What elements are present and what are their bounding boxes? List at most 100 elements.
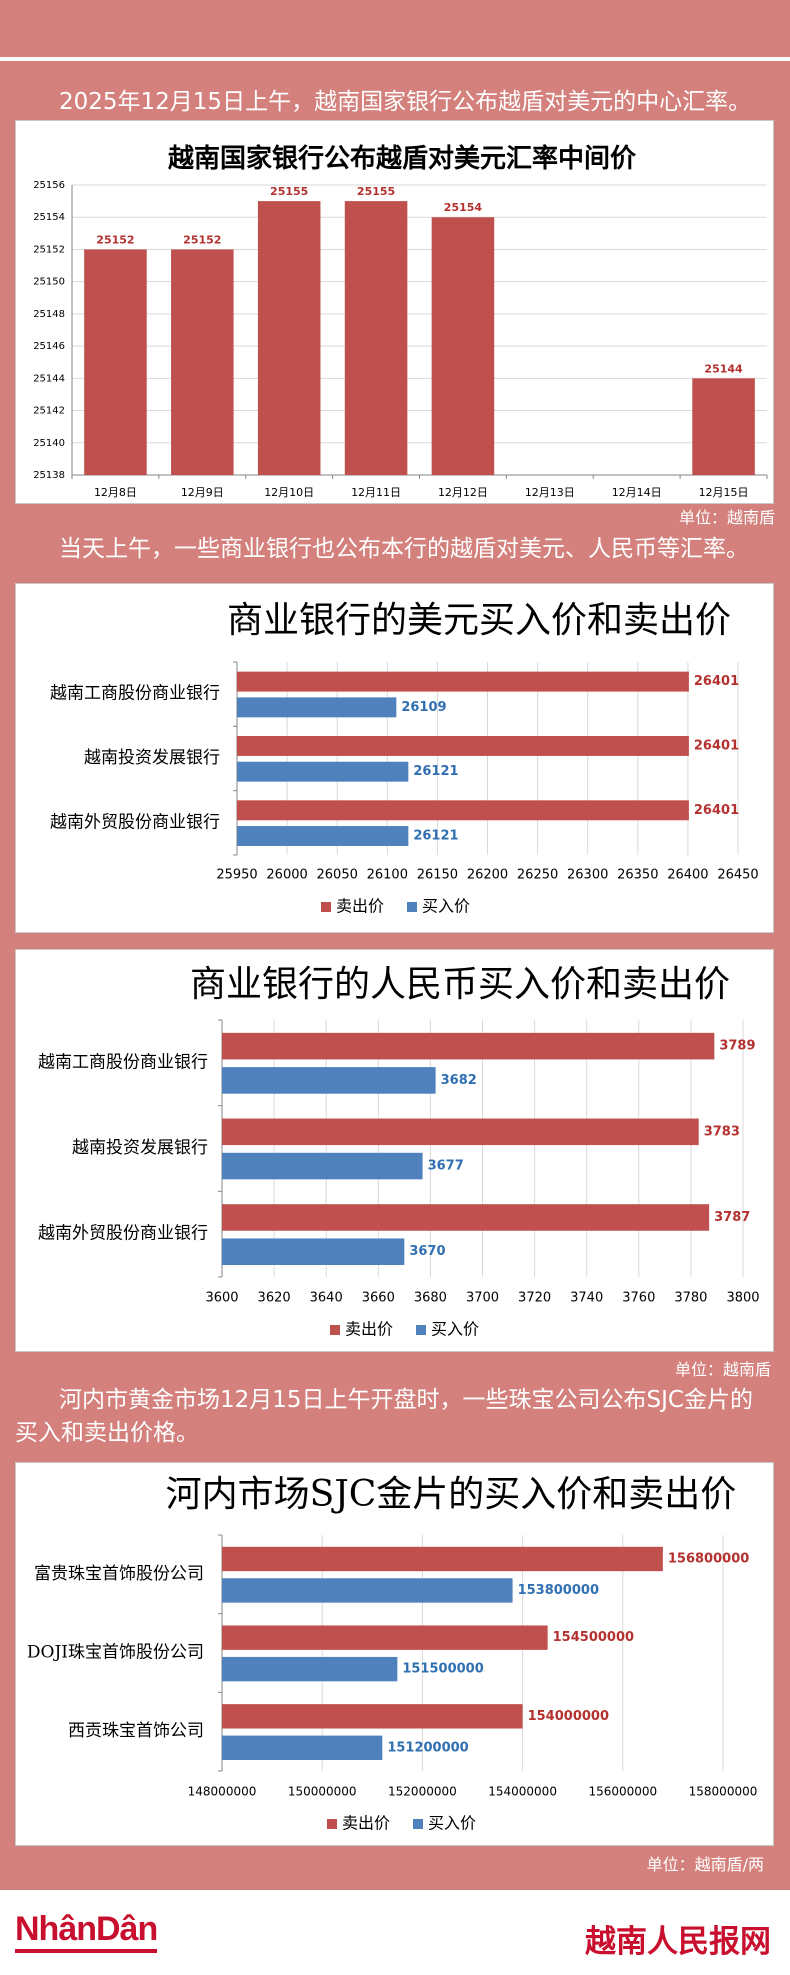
sell-price-bar (222, 1204, 710, 1231)
x-tick-label: 26400 (667, 868, 708, 883)
buy-price-value-label: 151500000 (402, 1662, 483, 1677)
x-tick-label: 3760 (622, 1291, 655, 1306)
buy-price-bar (222, 1578, 513, 1603)
y-tick-label: 25154 (33, 212, 65, 223)
chart-title: 越南国家银行公布越盾对美元汇率中间价 (168, 143, 637, 174)
legend-label-sell: 卖出价 (345, 1320, 393, 1339)
sell-price-value-label: 26401 (694, 803, 739, 818)
buy-price-bar (222, 1238, 405, 1266)
legend-swatch-sell (321, 902, 331, 912)
intro-paragraph-commercial-banks: 当天上午，一些商业银行也公布本行的越盾对美元、人民币等汇率。 (59, 536, 749, 562)
category-label: 越南工商股份商业银行 (50, 684, 220, 704)
buy-price-value-label: 151200000 (387, 1740, 468, 1755)
buy-price-bar (222, 1067, 436, 1094)
bar-value-label: 25152 (183, 233, 221, 246)
chart-central-rate-svg: 25138 25140 25142 25144 25146 25148 25150 25152… (33, 143, 768, 499)
bar (84, 249, 147, 475)
x-tick-label: 3700 (466, 1291, 499, 1306)
bar-value-label: 25155 (270, 185, 308, 198)
x-tick-label: 3600 (205, 1291, 238, 1306)
buy-price-value-label: 3682 (441, 1073, 477, 1088)
bar-value-label: 25152 (96, 233, 134, 246)
legend-swatch-sell (330, 1325, 340, 1335)
sell-price-bar (237, 671, 689, 692)
x-tick-label: 12月12日 (438, 486, 488, 499)
x-tick-label: 3780 (674, 1291, 707, 1306)
buy-price-value-label: 3677 (428, 1159, 464, 1174)
unit-label-central-rate: 单位：越南盾 (678, 508, 775, 527)
chart-sjc-gold-prices-svg: 148000000 150000000 152000000 154000000 1560… (27, 1474, 758, 1833)
category-label: 西贡珠宝首饰公司 (68, 1721, 204, 1741)
buy-price-value-label: 26121 (413, 764, 458, 779)
x-tick-label: 3620 (258, 1291, 291, 1306)
x-tick-label: 26450 (717, 868, 758, 883)
x-tick-label: 3740 (570, 1291, 603, 1306)
chart-cny-bank-rates: 3600 3620 3640 3660 3680 3700 3720 3740 3760 3780… (15, 949, 774, 1352)
x-tick-label: 158000000 (689, 1785, 758, 1799)
category-label: 富贵珠宝首饰股份公司 (34, 1564, 204, 1584)
sell-price-bar (222, 1546, 663, 1572)
chart-title: 商业银行的美元买入价和卖出价 (227, 600, 731, 641)
x-tick-label: 26050 (317, 868, 358, 883)
x-tick-label: 156000000 (588, 1785, 657, 1799)
y-tick-label: 25148 (33, 309, 65, 320)
buy-price-bar (237, 697, 397, 718)
top-divider (0, 57, 790, 61)
x-tick-label: 152000000 (388, 1785, 457, 1799)
category-label: 越南工商股份商业银行 (38, 1052, 208, 1072)
sell-price-bar (237, 800, 689, 821)
buy-price-bar (222, 1152, 423, 1180)
x-tick-label: 26200 (467, 868, 508, 883)
x-tick-label: 12月15日 (699, 486, 749, 499)
sell-price-bar (222, 1625, 548, 1650)
x-tick-label: 26300 (567, 868, 608, 883)
legend-label-buy: 买入价 (431, 1320, 479, 1339)
legend-label-sell: 卖出价 (336, 897, 384, 916)
sell-price-value-label: 26401 (694, 738, 739, 753)
sell-price-value-label: 3787 (714, 1210, 750, 1225)
buy-price-value-label: 153800000 (518, 1583, 599, 1598)
bar (257, 201, 321, 475)
sell-price-bar (222, 1704, 523, 1729)
sell-price-bar (222, 1118, 699, 1146)
category-label: 越南投资发展银行 (72, 1138, 208, 1158)
legend-swatch-buy (407, 902, 417, 912)
x-tick-label: 3720 (518, 1291, 551, 1306)
x-tick-label: 3660 (362, 1291, 395, 1306)
buy-price-bar (237, 761, 409, 782)
sell-price-value-label: 3789 (719, 1039, 755, 1054)
bar-value-label: 25154 (444, 201, 483, 214)
bar-value-label: 25144 (704, 362, 743, 375)
chart-cny-bank-rates-svg: 3600 3620 3640 3660 3680 3700 3720 3740 3760 3780… (38, 964, 760, 1339)
legend-label-sell: 卖出价 (342, 1814, 390, 1833)
nhandan-logo[interactable]: NhânDân (15, 1910, 158, 1953)
x-tick-label: 3800 (726, 1291, 759, 1306)
legend-swatch-buy (416, 1325, 426, 1335)
buy-price-bar (222, 1735, 383, 1760)
category-label: DOJI珠宝首饰股份公司 (27, 1643, 204, 1663)
x-tick-label: 26100 (367, 868, 408, 883)
legend-label-buy: 买入价 (428, 1814, 476, 1833)
bar (431, 217, 495, 475)
unit-label-gold: 单位：越南盾/两 (646, 1855, 764, 1874)
y-tick-label: 25150 (33, 277, 65, 288)
x-tick-label: 12月11日 (351, 486, 401, 499)
footer: NhânDân 越南人民报网 (0, 1890, 790, 1975)
y-tick-label: 25138 (33, 470, 65, 481)
x-tick-label: 12月10日 (264, 486, 314, 499)
category-label: 越南投资发展银行 (84, 748, 220, 768)
y-tick-label: 25142 (33, 406, 65, 417)
chart-usd-bank-rates-svg: 25950 26000 26050 26100 26150 26200 26250 26300… (50, 600, 759, 916)
chart-sjc-gold-prices: 148000000 150000000 152000000 154000000 1560… (15, 1462, 774, 1846)
x-tick-label: 3640 (310, 1291, 343, 1306)
sell-price-bar (222, 1032, 715, 1060)
sell-price-bar (237, 735, 689, 756)
x-tick-label: 26150 (417, 868, 458, 883)
sell-price-value-label: 156800000 (668, 1551, 749, 1566)
chart-central-rate: 25138 25140 25142 25144 25146 25148 25150 25152… (15, 120, 774, 504)
sell-price-value-label: 3783 (704, 1124, 740, 1139)
buy-price-value-label: 26109 (401, 700, 446, 715)
x-tick-label: 12月8日 (94, 486, 137, 499)
category-label: 越南外贸股份商业银行 (50, 812, 220, 832)
